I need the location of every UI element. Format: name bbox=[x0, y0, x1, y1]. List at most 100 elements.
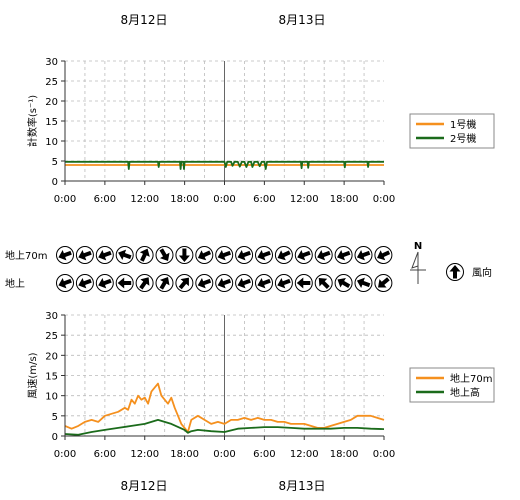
x-tick-label: 18:00 bbox=[170, 449, 199, 460]
y-tick-label: 15 bbox=[45, 372, 58, 383]
wind-arrow-icon bbox=[155, 246, 174, 264]
legend-label: 地上70m bbox=[450, 372, 492, 385]
wind-arrow-icon bbox=[215, 274, 234, 292]
y-tick-label: 25 bbox=[45, 331, 58, 342]
x-tick-label: 6:00 bbox=[253, 449, 275, 460]
arrow-shape bbox=[197, 278, 212, 289]
x-tick-label: 12:00 bbox=[130, 194, 159, 205]
arrow-shape bbox=[337, 277, 351, 288]
y-tick-label: 30 bbox=[45, 311, 58, 322]
wind-arrow-icon bbox=[274, 274, 293, 292]
legend-label: 1号機 bbox=[450, 118, 476, 131]
legend-box bbox=[409, 367, 495, 403]
x-tick-label: 0:00 bbox=[54, 194, 76, 205]
date-label: 8月13日 bbox=[279, 13, 326, 27]
x-tick-label: 12:00 bbox=[130, 449, 159, 460]
y-tick-label: 20 bbox=[45, 351, 58, 362]
y-tick-label: 25 bbox=[45, 77, 58, 88]
arrow-shape bbox=[117, 277, 132, 289]
wind-arrow-icon bbox=[56, 274, 74, 292]
wind-arrow-icon bbox=[195, 246, 214, 264]
wind-arrow-icon bbox=[255, 246, 273, 264]
legend-label: 地上高 bbox=[450, 386, 480, 399]
date-label: 8月12日 bbox=[121, 13, 168, 27]
y-tick-label: 10 bbox=[45, 392, 58, 403]
wind-arrow-icon bbox=[195, 274, 214, 292]
wind-row-label: 地上 bbox=[5, 277, 25, 290]
date-label: 8月13日 bbox=[279, 479, 326, 493]
arrow-shape bbox=[217, 278, 231, 289]
date-label: 8月12日 bbox=[121, 479, 168, 493]
compass: N 風向 bbox=[410, 241, 492, 284]
x-tick-label: 0:00 bbox=[54, 449, 76, 460]
y-tick-label: 20 bbox=[45, 97, 58, 108]
arrow-shape bbox=[356, 250, 371, 261]
wind-arrow-icon bbox=[354, 246, 373, 264]
y-tick-label: 15 bbox=[45, 117, 58, 128]
arrow-shape bbox=[139, 248, 150, 262]
y-tick-label: 0 bbox=[52, 177, 58, 188]
wind-arrow-icon bbox=[294, 274, 313, 292]
y-axis-label: 風速(m/s) bbox=[27, 352, 39, 398]
date-labels: 8月12日 8月13日 8月12日 8月13日 bbox=[121, 13, 326, 493]
wind-speed-chart: 0 5 10 15 20 25 30 0:00 6:00 12:00 18:00 0:00 6:00 12… bbox=[27, 311, 395, 460]
x-tick-label: 6:00 bbox=[94, 449, 116, 460]
arrow-shape bbox=[178, 248, 190, 262]
wind-arrow-icon bbox=[294, 246, 313, 264]
arrow-shape bbox=[317, 250, 331, 261]
compass-icon bbox=[410, 251, 426, 284]
wind-arrow-icon bbox=[56, 246, 74, 264]
wind-arrow-icon bbox=[235, 246, 254, 264]
y-tick-label: 5 bbox=[52, 412, 58, 423]
wind-arrow-icon bbox=[135, 274, 154, 292]
wind-arrow-icon bbox=[374, 274, 393, 292]
x-tick-label: 18:00 bbox=[330, 194, 359, 205]
wind-arrow-icon bbox=[334, 246, 353, 264]
wind-arrow-icon bbox=[115, 274, 134, 292]
x-tick-label: 18:00 bbox=[170, 194, 199, 205]
wind-arrow-icon bbox=[155, 274, 174, 292]
wind-arrow-icon bbox=[334, 274, 353, 292]
wind-arrow-icon bbox=[354, 274, 373, 292]
y-tick-label: 0 bbox=[52, 432, 58, 443]
series-line bbox=[64, 419, 385, 436]
count-rate-chart: 0 5 10 15 20 25 30 0:00 6:00 12:00 18:00 0:00 6:00 12… bbox=[26, 57, 395, 205]
arrow-shape bbox=[257, 250, 271, 261]
y-axis-label: 計数率(s⁻¹) bbox=[26, 95, 39, 147]
x-tick-label: 0:00 bbox=[373, 449, 395, 460]
wind-row-label: 地上70m bbox=[5, 249, 47, 262]
arrow-shape bbox=[237, 250, 251, 261]
wind-arrow-icon bbox=[75, 246, 94, 264]
direction-legend-icon bbox=[446, 263, 464, 281]
y-tick-label: 10 bbox=[45, 137, 58, 148]
arrow-shape bbox=[98, 278, 112, 289]
arrow-shape bbox=[337, 250, 351, 261]
y-tick-label: 30 bbox=[45, 57, 58, 68]
arrow-shape bbox=[159, 276, 170, 290]
arrow-shape bbox=[257, 278, 271, 289]
arrow-shape bbox=[78, 278, 92, 289]
arrow-shape bbox=[139, 277, 150, 290]
x-tick-label: 12:00 bbox=[290, 194, 319, 205]
wind-arrow-icon bbox=[255, 274, 273, 292]
north-label: N bbox=[414, 241, 422, 252]
direction-legend-label: 風向 bbox=[472, 266, 492, 279]
y-tick-label: 5 bbox=[52, 157, 58, 168]
legend-label: 2号機 bbox=[450, 132, 476, 145]
arrow-shape bbox=[159, 248, 170, 262]
arrow-shape bbox=[237, 278, 251, 289]
arrow-shape bbox=[98, 250, 112, 261]
arrow-shape bbox=[296, 277, 311, 289]
wind-arrow-icon bbox=[75, 274, 94, 292]
arrow-shape bbox=[378, 277, 390, 288]
arrow-shape bbox=[217, 250, 231, 261]
arrow-shape bbox=[277, 250, 291, 261]
wind-arrow-icon bbox=[374, 246, 393, 264]
x-tick-label: 18:00 bbox=[330, 449, 359, 460]
x-tick-label: 0:00 bbox=[213, 449, 235, 460]
wind-direction-panel: 地上70m 地上 bbox=[5, 246, 393, 292]
wind-arrow-icon bbox=[135, 246, 154, 264]
arrow-shape bbox=[118, 249, 132, 260]
